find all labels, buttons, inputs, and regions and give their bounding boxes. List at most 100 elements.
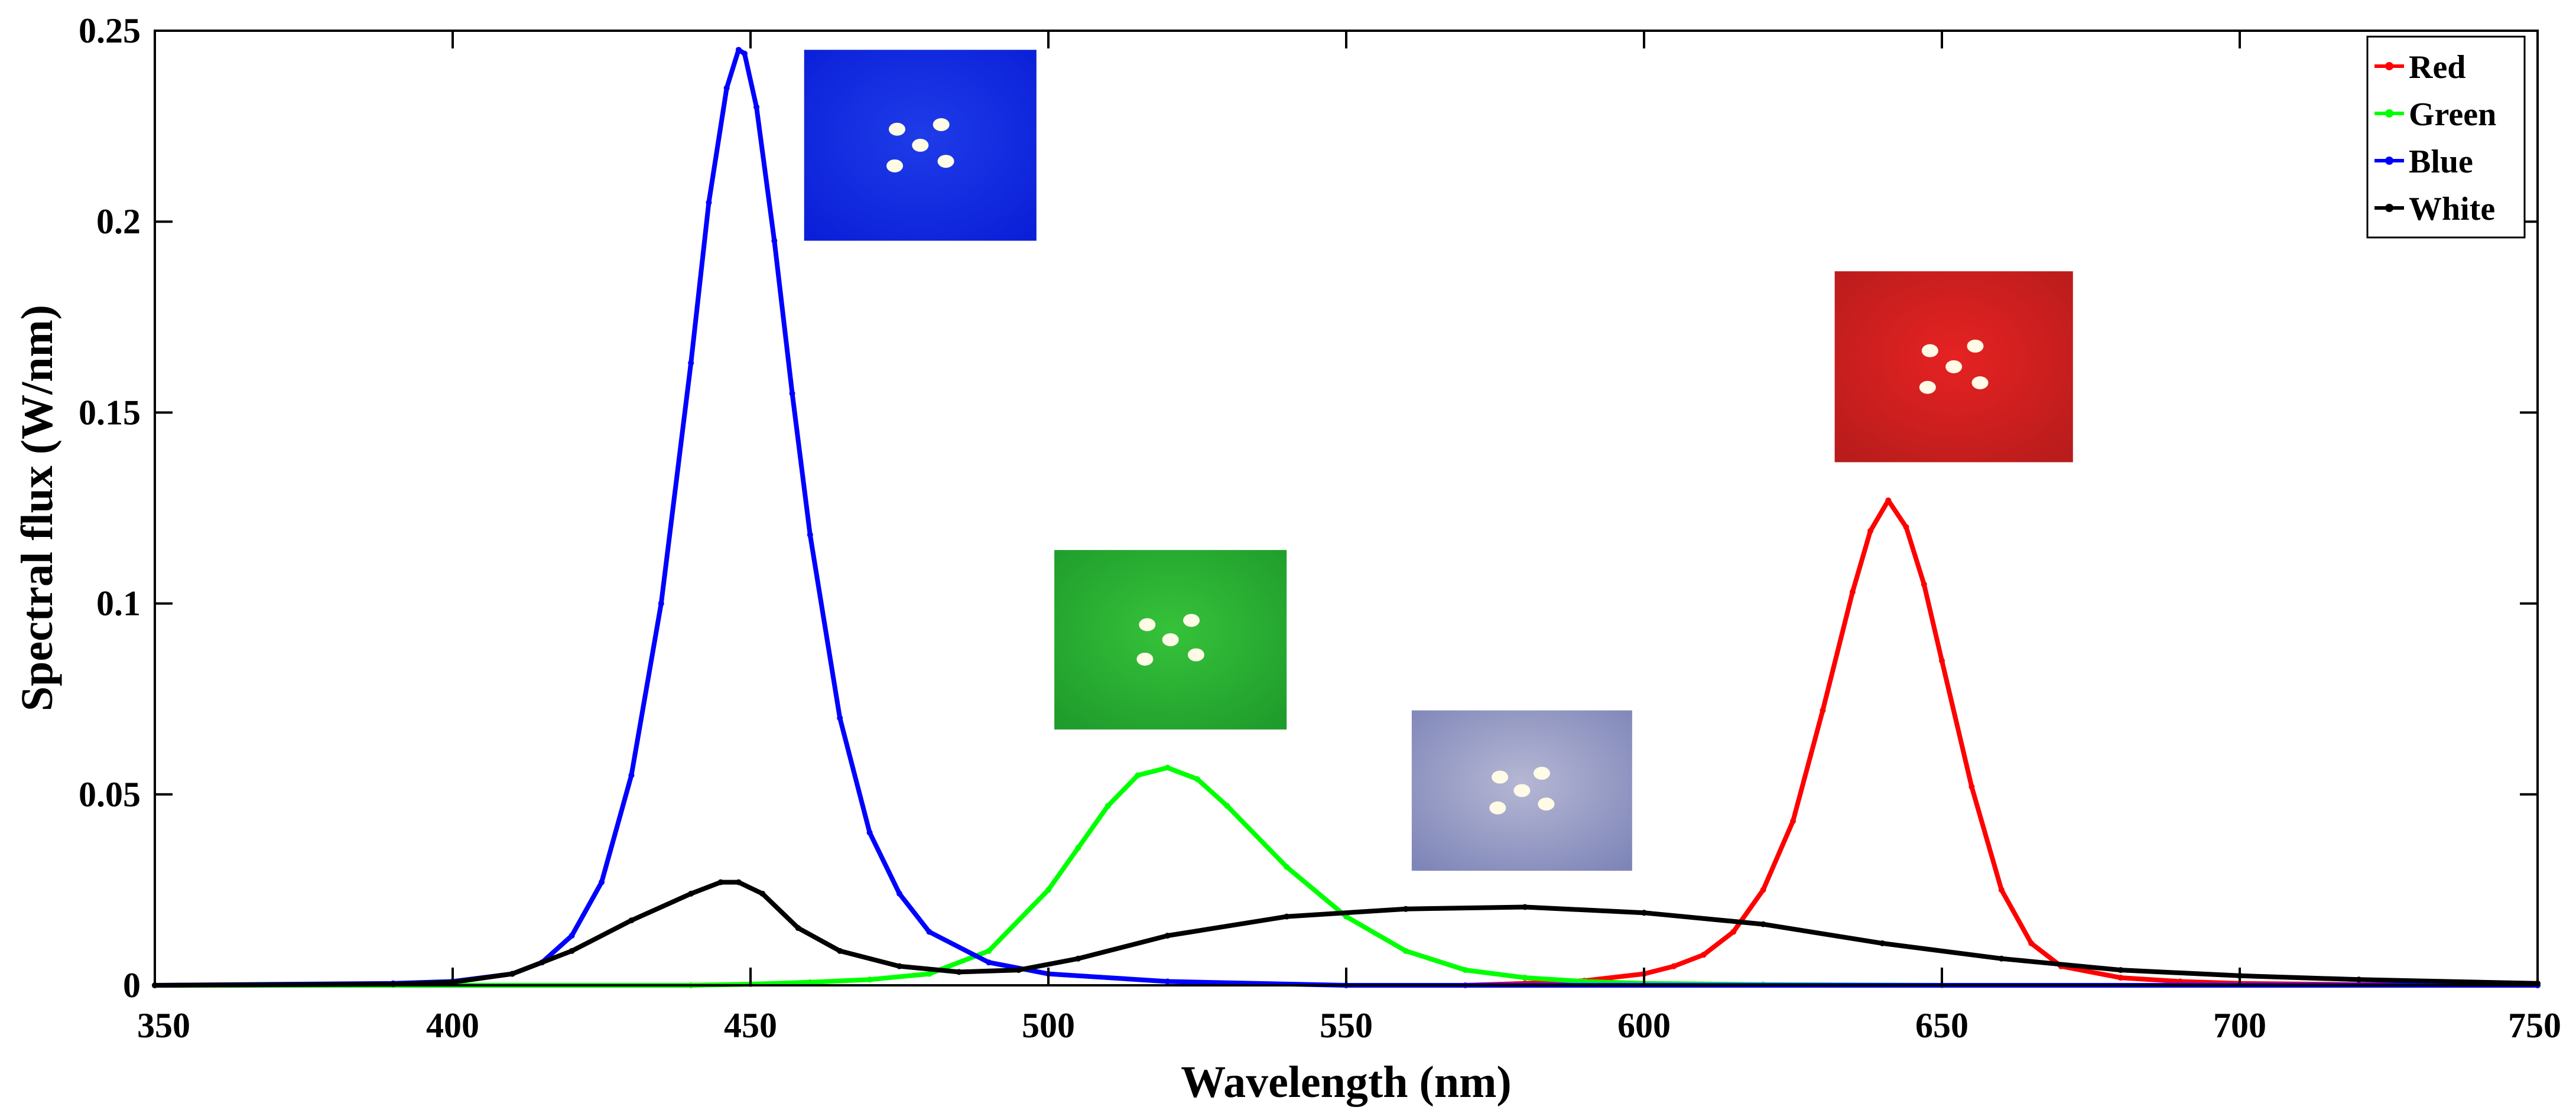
series-line-green: [155, 765, 2538, 988]
x-axis-label: Wavelength (nm): [1181, 1057, 1511, 1107]
data-point: [1164, 764, 1171, 771]
white-led-photo: [1411, 710, 1632, 871]
data-point: [1284, 864, 1290, 870]
legend-marker: [2385, 62, 2393, 70]
y-tick-label: 0.25: [79, 11, 141, 50]
legend-item-green: Green: [2374, 96, 2496, 133]
data-point: [723, 84, 730, 91]
data-point: [837, 948, 843, 954]
data-point: [1462, 967, 1469, 974]
legend-item-blue: Blue: [2374, 144, 2473, 180]
led-glow: [1945, 360, 1963, 373]
data-point: [1939, 657, 1945, 664]
data-point: [1522, 904, 1528, 910]
data-point: [2028, 940, 2035, 946]
data-point: [956, 969, 962, 975]
legend-item-red: Red: [2374, 49, 2465, 86]
data-point: [866, 976, 873, 983]
data-point: [1998, 955, 2005, 962]
data-point: [1075, 955, 1081, 962]
data-point: [1284, 913, 1290, 920]
data-point: [2356, 976, 2362, 983]
data-point: [688, 890, 694, 897]
x-tick-label: 750: [2508, 1006, 2561, 1045]
data-point: [1867, 528, 1874, 534]
data-point: [1903, 524, 1909, 530]
data-point: [628, 772, 635, 779]
data-point: [569, 932, 575, 939]
data-point: [658, 600, 664, 607]
legend-marker: [2385, 157, 2393, 165]
led-glow: [1513, 784, 1531, 797]
data-point: [1730, 929, 1737, 935]
led-glow: [1489, 801, 1506, 815]
led-photos: [804, 50, 2073, 871]
data-point: [741, 50, 748, 57]
data-point: [1760, 887, 1766, 893]
legend-label: White: [2409, 191, 2495, 227]
led-glow: [1538, 797, 1555, 811]
data-point: [837, 715, 843, 721]
data-point: [1879, 940, 1886, 946]
data-point: [753, 104, 760, 110]
led-glow: [937, 155, 954, 168]
data-point: [896, 963, 902, 969]
data-point: [735, 879, 742, 885]
data-point: [1045, 887, 1051, 893]
data-point: [1790, 818, 1796, 825]
data-point: [509, 971, 515, 977]
data-point: [599, 879, 605, 885]
series-white: [152, 879, 2541, 988]
data-point: [1164, 932, 1171, 939]
data-point: [1164, 978, 1171, 985]
data-point: [771, 237, 778, 244]
led-glow: [933, 118, 950, 132]
led-glow: [1919, 380, 1936, 394]
legend-marker: [2385, 204, 2393, 212]
data-point: [1700, 952, 1707, 958]
led-glow: [1187, 648, 1204, 662]
data-point: [1641, 910, 1647, 916]
x-tick-label: 500: [1022, 1006, 1075, 1045]
legend-label: Green: [2409, 96, 2496, 133]
data-point: [706, 199, 712, 206]
data-point: [628, 917, 635, 924]
data-point: [1885, 497, 1892, 504]
data-point: [1968, 783, 1975, 790]
data-point: [807, 979, 813, 985]
legend-item-white: White: [2374, 191, 2495, 227]
led-glow: [1139, 618, 1156, 631]
x-tick-label: 550: [1320, 1006, 1373, 1045]
legend-label: Blue: [2409, 144, 2473, 180]
data-point: [926, 971, 933, 977]
led-glow: [1971, 376, 1989, 389]
data-point: [717, 879, 724, 885]
y-tick-label: 0.2: [96, 202, 141, 241]
data-point: [986, 959, 992, 966]
legend-items: Red Green Blue White: [2374, 49, 2496, 227]
y-tick-labels: 0 0.05 0.1 0.15 0.2 0.25: [79, 11, 141, 1005]
series-line-blue: [154, 47, 2538, 988]
x-tick-label: 450: [724, 1006, 777, 1045]
data-point: [866, 829, 873, 836]
plot-area-frame: [154, 30, 2539, 986]
data-point: [1921, 581, 1927, 588]
data-point: [1522, 975, 1528, 981]
led-glow: [1921, 344, 1938, 357]
led-glow: [1492, 770, 1509, 784]
x-tick-labels: 350 400 450 500 550 600 650 700 750: [137, 1006, 2561, 1045]
data-point: [1820, 707, 1826, 714]
green-led-photo: [1054, 550, 1287, 730]
led-glow: [886, 159, 904, 172]
series-green: [152, 764, 2541, 988]
y-tick-label: 0.15: [79, 393, 141, 432]
led-glow: [1183, 614, 1200, 627]
data-point: [1671, 963, 1677, 969]
y-tick-label: 0.05: [79, 775, 141, 814]
y-tick-label: 0: [123, 966, 141, 1005]
x-tick-label: 650: [1915, 1006, 1968, 1045]
led-glow: [1162, 633, 1179, 647]
led-glow: [1967, 339, 1984, 353]
blue-led-photo: [804, 50, 1037, 241]
series-line-white: [154, 880, 2538, 988]
